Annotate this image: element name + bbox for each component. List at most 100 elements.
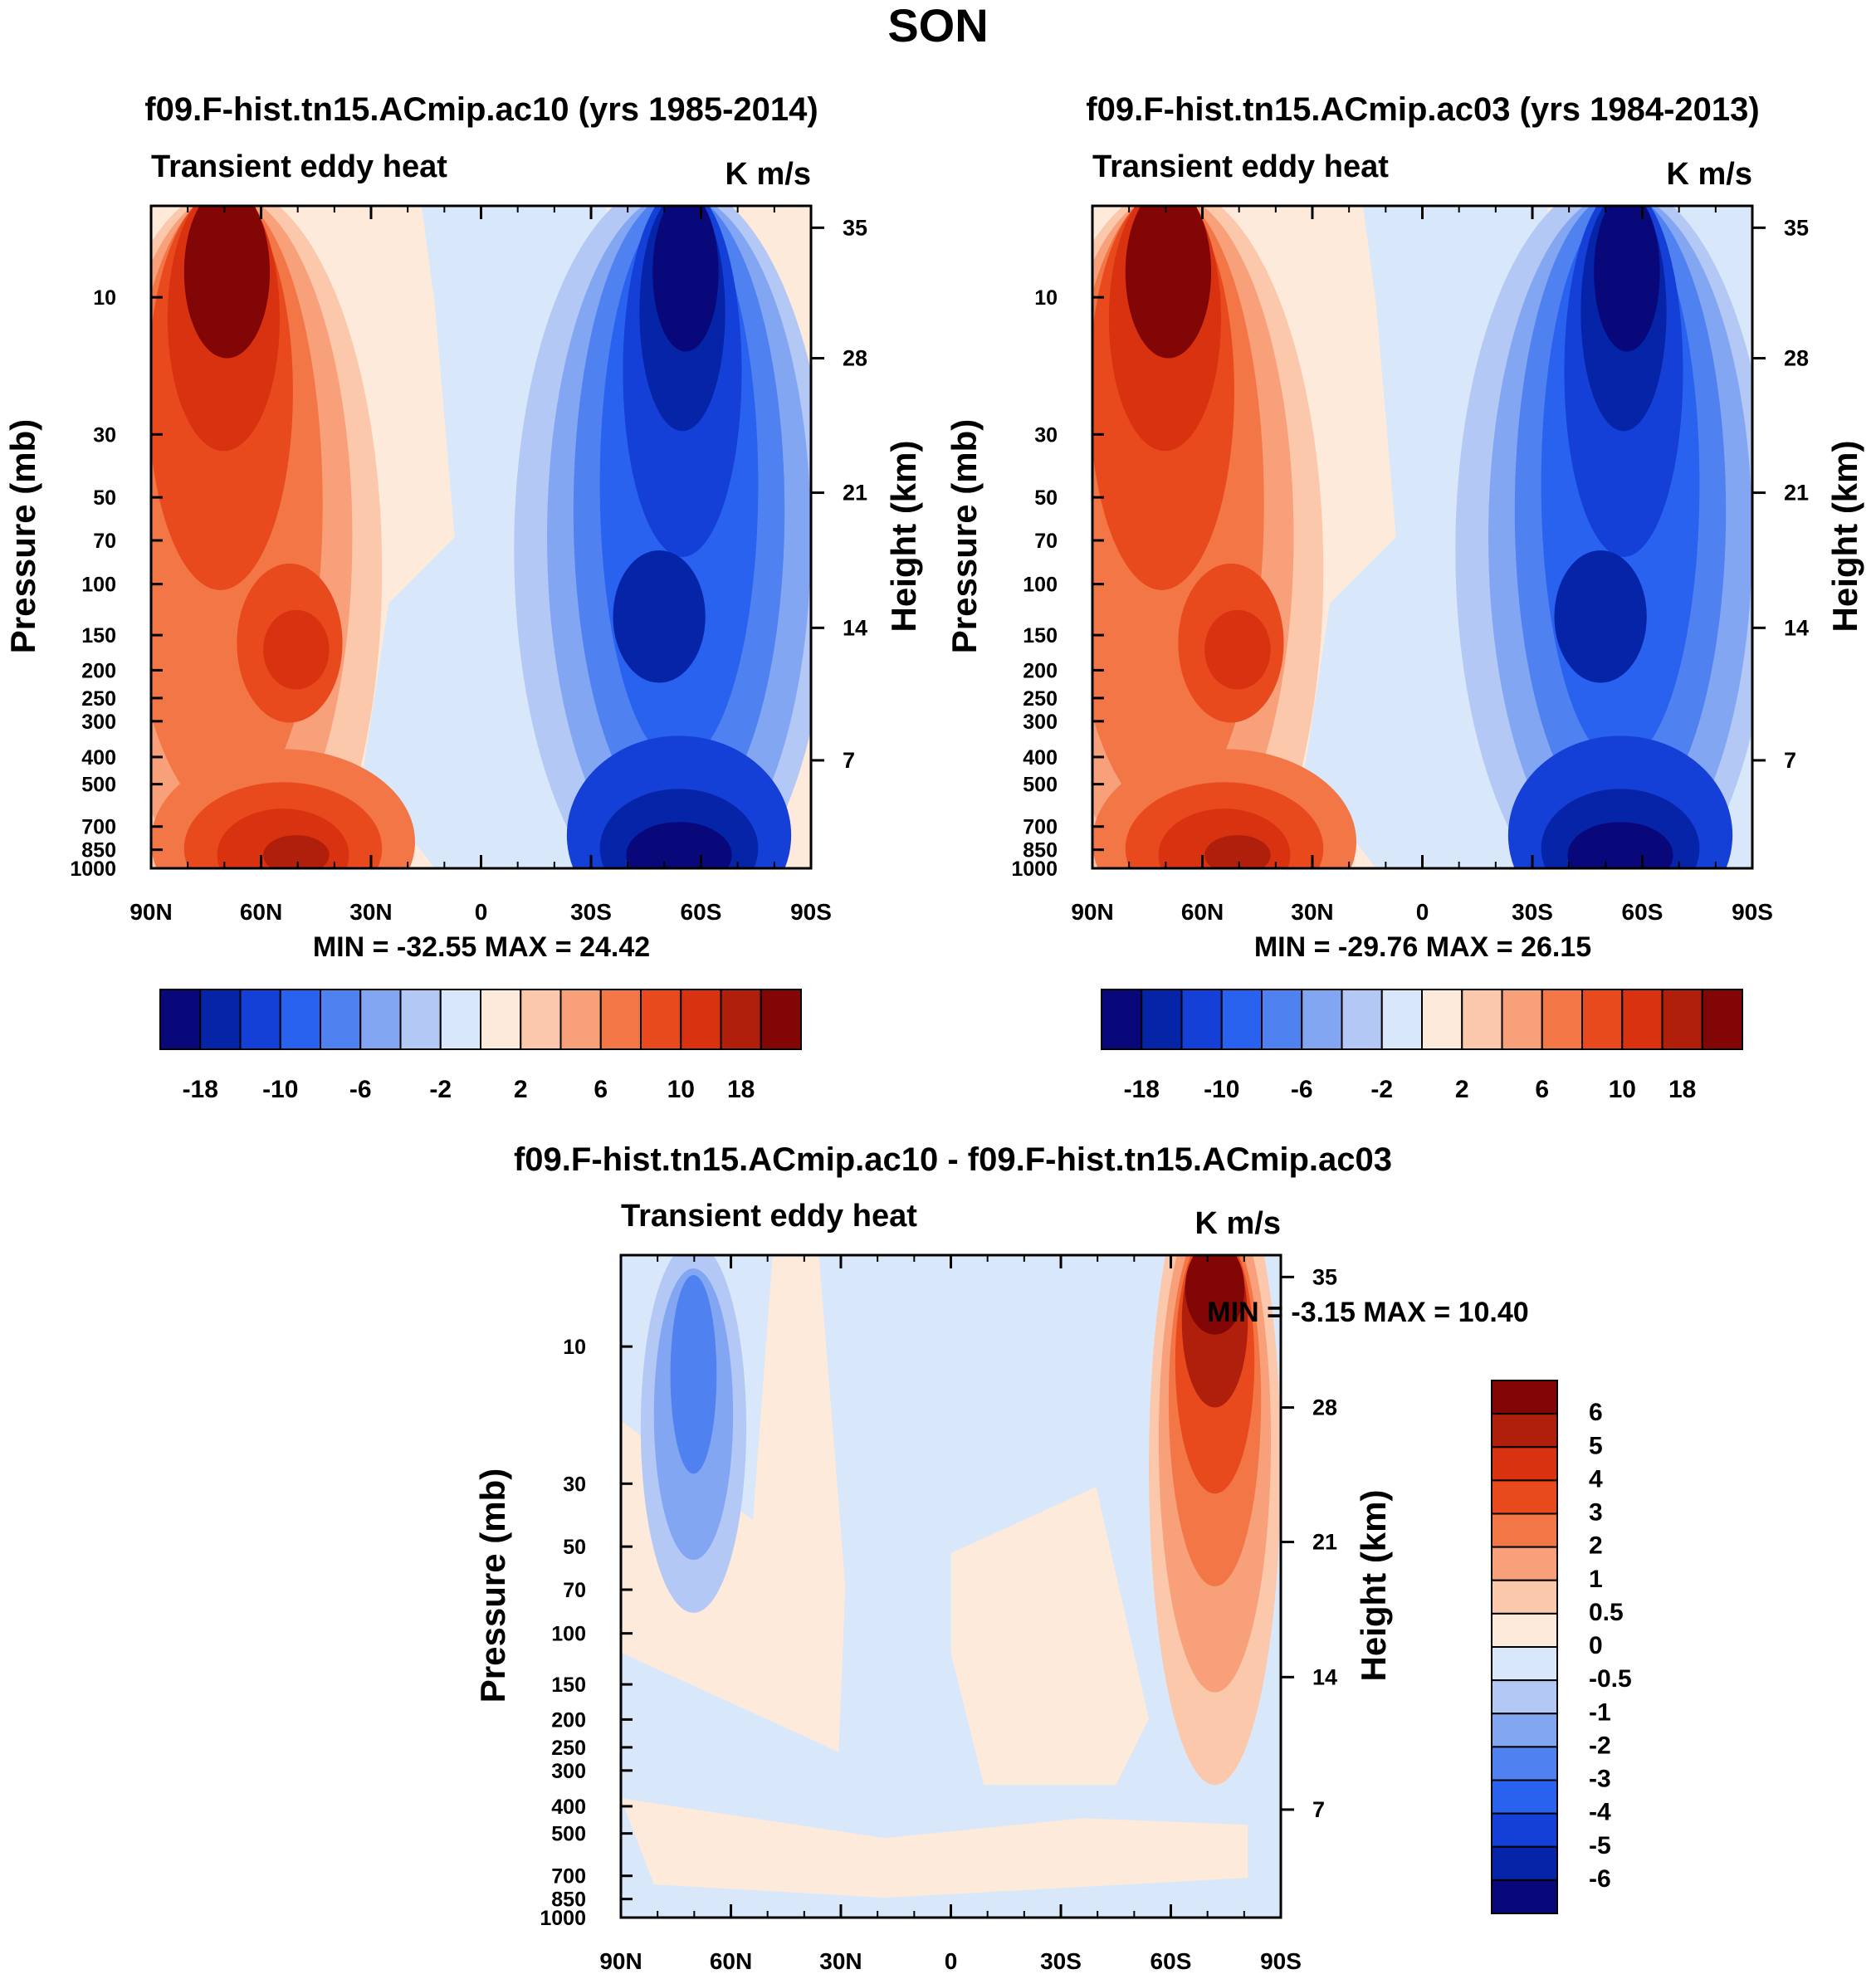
colorbar-label: 10 — [667, 1076, 695, 1103]
colorbar-label: 2 — [1455, 1076, 1469, 1103]
y-tick-label: 700 — [551, 1865, 586, 1889]
colorbar-box — [320, 989, 362, 1050]
y-tick-label: 500 — [551, 1823, 586, 1846]
y-tick-label: 100 — [81, 574, 116, 597]
left-string: Transient eddy heat — [1092, 149, 1389, 184]
colorbar-box — [1491, 1380, 1558, 1415]
field-nh-low-lobe-3 — [263, 835, 330, 868]
colorbar-box — [640, 989, 682, 1050]
colorbar-box — [1180, 989, 1223, 1050]
x-tick-label: 90N — [129, 899, 172, 925]
field-nh-low-lobe-3 — [1204, 835, 1271, 868]
units-label: K m/s — [1195, 1206, 1281, 1241]
colorbar-label: -18 — [1124, 1076, 1160, 1103]
y-axis-label: Pressure (mb) — [473, 1468, 512, 1703]
colorbar-box — [559, 989, 602, 1050]
y-tick-label: 10 — [563, 1336, 586, 1359]
min-max-stats: MIN = -32.55 MAX = 24.42 — [313, 931, 650, 963]
panel-title: f09.F-hist.tn15.ACmip.ac10 - f09.F-hist.… — [514, 1141, 1392, 1178]
y-tick-label: 1000 — [70, 858, 116, 881]
y-tick-label: 30 — [1034, 423, 1058, 447]
units-label: K m/s — [1667, 157, 1752, 192]
panel-title: f09.F-hist.tn15.ACmip.ac10 (yrs 1985-201… — [144, 91, 818, 128]
y-tick-label: 850 — [81, 839, 116, 862]
units-label: K m/s — [725, 157, 811, 192]
y-tick-label: 10 — [1034, 286, 1058, 310]
colorbar-box — [1491, 1579, 1558, 1615]
height-tick-label: 7 — [843, 748, 855, 773]
colorbar-label: -0.5 — [1589, 1665, 1632, 1693]
y-tick-label: 200 — [1023, 659, 1058, 682]
height-tick-label: 35 — [1784, 215, 1809, 240]
colorbar-label: 0 — [1589, 1632, 1603, 1659]
colorbar-box — [760, 989, 802, 1050]
field-pos-weak-3 — [621, 1798, 1248, 1898]
figure-title: SON — [887, 0, 988, 51]
x-tick-label: 0 — [1416, 899, 1429, 925]
y-tick-label: 250 — [551, 1737, 586, 1760]
colorbar-label: 10 — [1609, 1076, 1636, 1103]
y-axis-right-label: Height (km) — [884, 441, 923, 633]
colorbar-box — [1261, 989, 1303, 1050]
colorbar-box — [680, 989, 722, 1050]
y-tick-label: 300 — [81, 711, 116, 734]
y-tick-label: 70 — [93, 530, 116, 553]
panel-1: f09.F-hist.tn15.ACmip.ac10 (yrs 1985-201… — [3, 91, 923, 1103]
height-tick-label: 7 — [1312, 1797, 1325, 1822]
y-tick-label: 400 — [551, 1796, 586, 1819]
field-sh-extra-lobe-2 — [1567, 822, 1673, 868]
colorbar-box — [239, 989, 281, 1050]
colorbar-box — [1461, 989, 1503, 1050]
colorbar-box — [1491, 1646, 1558, 1682]
field-pos-weak-1 — [621, 1255, 846, 1752]
x-tick-label: 60S — [1151, 1948, 1192, 1974]
colorbar-box — [1491, 1612, 1558, 1648]
x-tick-label: 60N — [710, 1948, 752, 1974]
colorbar-label: -6 — [1291, 1076, 1313, 1103]
y-tick-label: 850 — [551, 1889, 586, 1912]
y-tick-label: 10 — [93, 286, 116, 310]
colorbar-box — [1101, 989, 1143, 1050]
field-pos-weak-2 — [950, 1487, 1149, 1786]
colorbar-label: 3 — [1589, 1499, 1603, 1527]
x-tick-label: 60N — [240, 899, 282, 925]
x-tick-label: 90N — [1071, 899, 1113, 925]
colorbar-box — [1661, 989, 1703, 1050]
colorbar-label: -2 — [1370, 1076, 1393, 1103]
height-tick-label: 28 — [1312, 1395, 1337, 1420]
height-tick-label: 21 — [843, 481, 867, 506]
colorbar-box — [520, 989, 562, 1050]
height-tick-label: 14 — [843, 615, 867, 640]
colorbar-box — [439, 989, 481, 1050]
field-nh-mid-lobe-1 — [263, 609, 330, 690]
colorbar-box — [359, 989, 402, 1050]
x-tick-label: 60S — [1622, 899, 1663, 925]
y-axis-right-label: Height (km) — [1825, 441, 1864, 633]
min-max-stats: MIN = -29.76 MAX = 26.15 — [1254, 931, 1591, 963]
y-tick-label: 100 — [551, 1623, 586, 1646]
colorbar-box — [1501, 989, 1543, 1050]
y-axis-label: Pressure (mb) — [3, 419, 42, 653]
y-tick-label: 50 — [1034, 486, 1058, 510]
colorbar-box — [1220, 989, 1263, 1050]
colorbar-label: -2 — [1589, 1732, 1611, 1759]
y-tick-label: 500 — [1023, 774, 1058, 797]
colorbar-label: 18 — [1668, 1076, 1696, 1103]
colorbar-box — [279, 989, 321, 1050]
colorbar-box — [1380, 989, 1423, 1050]
colorbar-box — [599, 989, 642, 1050]
field-sh-lobe-6 — [1594, 206, 1660, 352]
colorbar-label: 6 — [1535, 1076, 1549, 1103]
height-tick-label: 35 — [1312, 1264, 1337, 1289]
left-string: Transient eddy heat — [621, 1199, 917, 1234]
y-tick-label: 250 — [1023, 687, 1058, 711]
colorbar-box — [1541, 989, 1583, 1050]
x-tick-label: 0 — [475, 899, 488, 925]
x-tick-label: 30N — [819, 1948, 862, 1974]
colorbar: 6 5 4 3 2 1 0.5 0 -0.5 -1 -2 -3 -4 -5 -6 — [1491, 1380, 1632, 1914]
colorbar-label: 6 — [1589, 1399, 1603, 1426]
y-tick-label: 50 — [93, 486, 116, 510]
colorbar-box — [1421, 989, 1463, 1050]
y-tick-label: 1000 — [540, 1907, 586, 1930]
